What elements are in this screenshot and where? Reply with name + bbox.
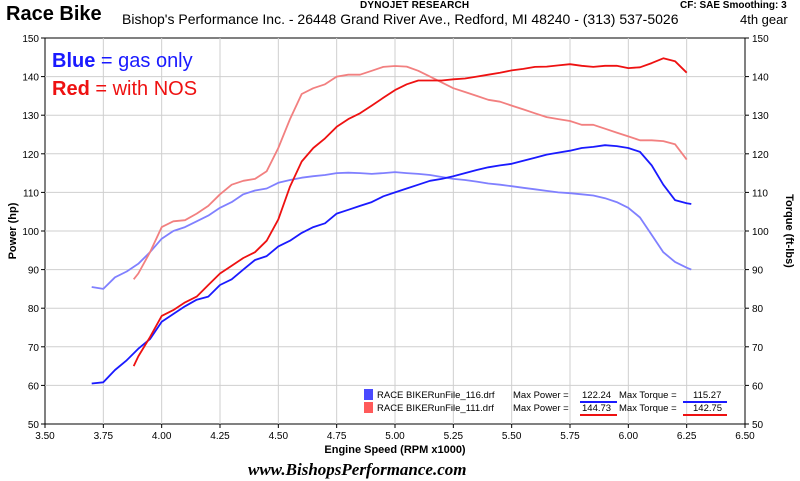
legend-file-111: RACE BIKERunFile_111.drf [377,403,494,414]
annotation-blue-bold: Blue [52,50,95,72]
y2-tick-label: 120 [752,150,769,161]
annotation-blue-text: = gas only [95,50,192,72]
x-tick-label: 6.00 [619,431,639,442]
y2-tick-label: 100 [752,227,769,238]
y2-tick-label: 60 [752,381,764,392]
data-series [91,57,692,385]
x-tick-label: 6.50 [735,431,755,442]
y2-tick-label: 70 [752,343,764,354]
chart-title: Race Bike [6,3,102,25]
legend: RACE BIKERunFile_116.drf Max Power = 122… [364,389,727,416]
dyno-header: DYNOJET RESEARCH [360,0,470,11]
legend-torque-label-116: Max Torque = [619,390,677,401]
x-tick-label: 4.00 [152,431,172,442]
y-tick-label: 120 [22,150,39,161]
legend-file-116: RACE BIKERunFile_116.drf [377,390,495,401]
y-tick-label: 150 [22,34,39,45]
annotation-blue: Blue = gas only [52,50,193,72]
annotation-red-bold: Red [52,78,90,100]
series-line-torque-111 [132,65,688,280]
x-tick-label: 5.00 [385,431,405,442]
y-tick-label: 80 [28,304,40,315]
y2-tick-label: 50 [752,420,764,431]
y2-tick-label: 110 [752,188,768,199]
legend-torque-label-111: Max Torque = [619,403,677,414]
legend-torque-111: 142.75 [693,403,722,414]
correction-factor: CF: SAE Smoothing: 3 [680,0,787,11]
legend-power-label-116: Max Power = [513,390,569,401]
axis-ticks: 3.50 3.75 4.00 4.25 4.50 4.75 5.00 5.25 5.50 5.75… [22,34,769,442]
legend-swatch-116 [364,389,373,400]
gear-label: 4th gear [740,12,788,27]
x-axis-label: Engine Speed (RPM x1000) [324,444,466,456]
series-line-power-116 [91,144,692,385]
x-tick-label: 4.25 [210,431,230,442]
series-line-power-111 [132,57,688,367]
legend-power-116: 122.24 [582,390,611,401]
y-tick-label: 70 [28,343,40,354]
y-tick-label: 60 [28,381,40,392]
x-tick-label: 5.75 [560,431,580,442]
annotation-red-text: = with NOS [90,78,197,100]
y-tick-label: 90 [28,266,40,277]
gridlines [45,38,745,424]
x-tick-label: 3.75 [94,431,114,442]
y-tick-label: 130 [22,111,39,122]
series-line-torque-116 [91,171,692,290]
y-tick-label: 100 [22,227,39,238]
x-tick-label: 4.75 [327,431,347,442]
y2-tick-label: 80 [752,304,764,315]
shop-info: Bishop's Performance Inc. - 26448 Grand … [122,11,679,27]
y2-tick-label: 140 [752,73,769,84]
y-tick-label: 50 [28,420,40,431]
y-tick-label: 110 [23,188,39,199]
y2-tick-label: 90 [752,266,764,277]
annotation-red: Red = with NOS [52,78,197,100]
y-tick-label: 140 [22,73,39,84]
x-tick-label: 5.25 [444,431,464,442]
x-tick-label: 6.25 [677,431,697,442]
x-tick-label: 4.50 [269,431,289,442]
y-axis-label: Power (hp) [7,202,19,259]
y2-tick-label: 150 [752,34,769,45]
legend-power-label-111: Max Power = [513,403,569,414]
y2-tick-label: 130 [752,111,769,122]
y2-axis-label: Torque (ft-lbs) [783,194,795,268]
x-tick-label: 3.50 [35,431,55,442]
x-tick-label: 5.50 [502,431,522,442]
legend-swatch-111 [364,402,373,413]
legend-torque-116: 115.27 [693,390,721,401]
website-url: www.BishopsPerformance.com [248,460,467,479]
legend-power-111: 144.73 [582,403,611,414]
